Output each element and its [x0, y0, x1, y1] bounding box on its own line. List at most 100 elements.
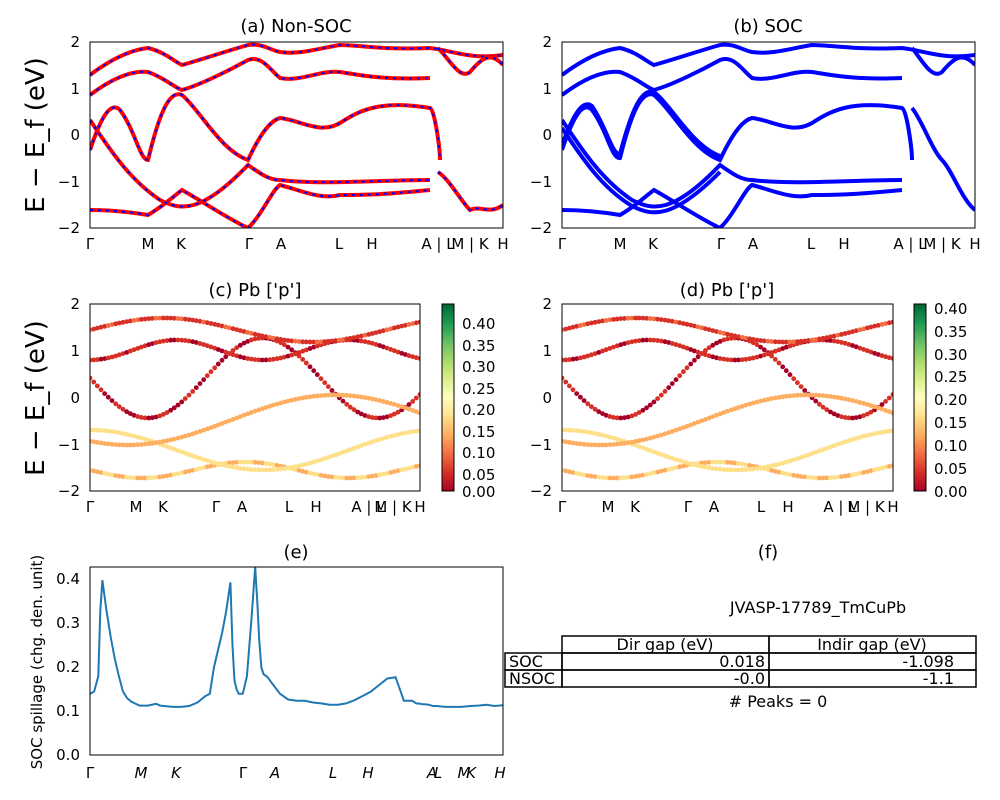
projection-point — [135, 442, 141, 448]
panel-b-ytick: 2 — [542, 33, 552, 51]
projection-point — [868, 432, 874, 437]
projection-point — [806, 474, 811, 480]
projection-point — [201, 427, 207, 433]
projection-point — [886, 320, 892, 326]
projection-point — [592, 431, 598, 436]
projection-point — [776, 360, 782, 366]
projection-point — [153, 315, 159, 321]
projection-point — [714, 412, 719, 418]
projection-point — [278, 340, 284, 346]
projection-point — [614, 441, 620, 447]
projection-point — [351, 393, 357, 399]
projection-point — [574, 323, 580, 329]
projection-point — [769, 463, 774, 469]
projection-point — [563, 427, 569, 433]
projection-point — [142, 343, 148, 349]
projection-point — [581, 322, 587, 327]
projection-point — [296, 463, 302, 469]
projection-point — [658, 317, 664, 322]
projection-point — [850, 472, 855, 478]
projection-point — [135, 317, 141, 323]
projection-point — [776, 394, 782, 400]
projection-point — [600, 411, 605, 416]
projection-point — [831, 394, 837, 400]
projection-point — [600, 318, 605, 324]
projection-point — [761, 464, 767, 470]
projection-point — [603, 318, 609, 323]
projection-point — [105, 441, 111, 447]
projection-point — [890, 392, 893, 397]
projection-point — [600, 348, 605, 354]
panel-a-ytick: 0 — [70, 126, 80, 144]
projection-point — [585, 442, 591, 447]
projection-point — [182, 338, 188, 343]
projection-point — [175, 435, 181, 441]
projection-point — [611, 317, 616, 322]
projection-point — [402, 466, 408, 472]
projection-point — [706, 345, 712, 351]
table-cell-value: 0.018 — [719, 652, 765, 671]
panel-a-xtick: Γ — [86, 235, 95, 253]
projection-point — [300, 468, 306, 474]
projection-point — [267, 467, 273, 473]
projection-point — [828, 444, 833, 450]
projection-point — [388, 326, 394, 332]
projection-point — [629, 474, 635, 480]
projection-point — [135, 475, 141, 481]
projection-point — [640, 472, 646, 478]
projection-point — [399, 323, 405, 329]
projection-point — [692, 462, 697, 468]
projection-point — [820, 447, 826, 452]
panel-a-ylabel: E − E_f (eV) — [21, 57, 51, 213]
projection-point — [633, 338, 638, 344]
projection-point — [655, 338, 660, 343]
projection-point — [728, 407, 734, 413]
projection-point — [883, 321, 888, 326]
projection-point — [314, 393, 320, 399]
projection-point — [783, 339, 789, 345]
projection-point — [636, 473, 642, 479]
projection-point — [651, 470, 657, 476]
projection-point — [164, 438, 170, 444]
projection-point — [127, 411, 133, 416]
projection-point — [98, 470, 104, 475]
projection-point — [208, 344, 214, 350]
projection-point — [721, 356, 727, 362]
projection-point — [658, 468, 664, 474]
projection-point — [131, 318, 137, 323]
projection-point — [245, 466, 251, 472]
panel-e-xtick: K — [171, 764, 182, 782]
projection-point — [842, 396, 848, 402]
projection-point — [857, 327, 863, 333]
panel-d-ytick: 2 — [542, 295, 552, 313]
projection-point — [395, 349, 401, 355]
projection-point — [589, 352, 594, 358]
projection-point — [732, 357, 738, 363]
projection-point — [215, 347, 221, 352]
projection-point — [94, 440, 100, 445]
projection-point — [336, 451, 342, 456]
projection-point — [640, 337, 646, 343]
projection-point — [168, 437, 174, 443]
projection-point — [366, 340, 372, 345]
projection-point — [226, 464, 232, 469]
projection-point — [772, 395, 778, 401]
projection-point — [585, 401, 591, 407]
projection-point — [817, 393, 822, 398]
projection-point — [215, 322, 221, 328]
projection-point — [388, 413, 394, 418]
projection-point — [237, 466, 243, 471]
projection-point — [574, 441, 580, 446]
projection-point — [813, 449, 819, 455]
projection-point — [248, 467, 254, 472]
projection-point — [596, 350, 602, 355]
projection-point — [351, 407, 357, 413]
projection-point — [809, 451, 815, 456]
projection-point — [600, 432, 605, 438]
projection-point — [417, 410, 420, 416]
projection-point — [204, 320, 210, 326]
projection-point — [263, 357, 269, 363]
panel-c-xtick: H — [310, 498, 321, 516]
projection-point — [234, 327, 240, 332]
projection-point — [614, 316, 620, 322]
